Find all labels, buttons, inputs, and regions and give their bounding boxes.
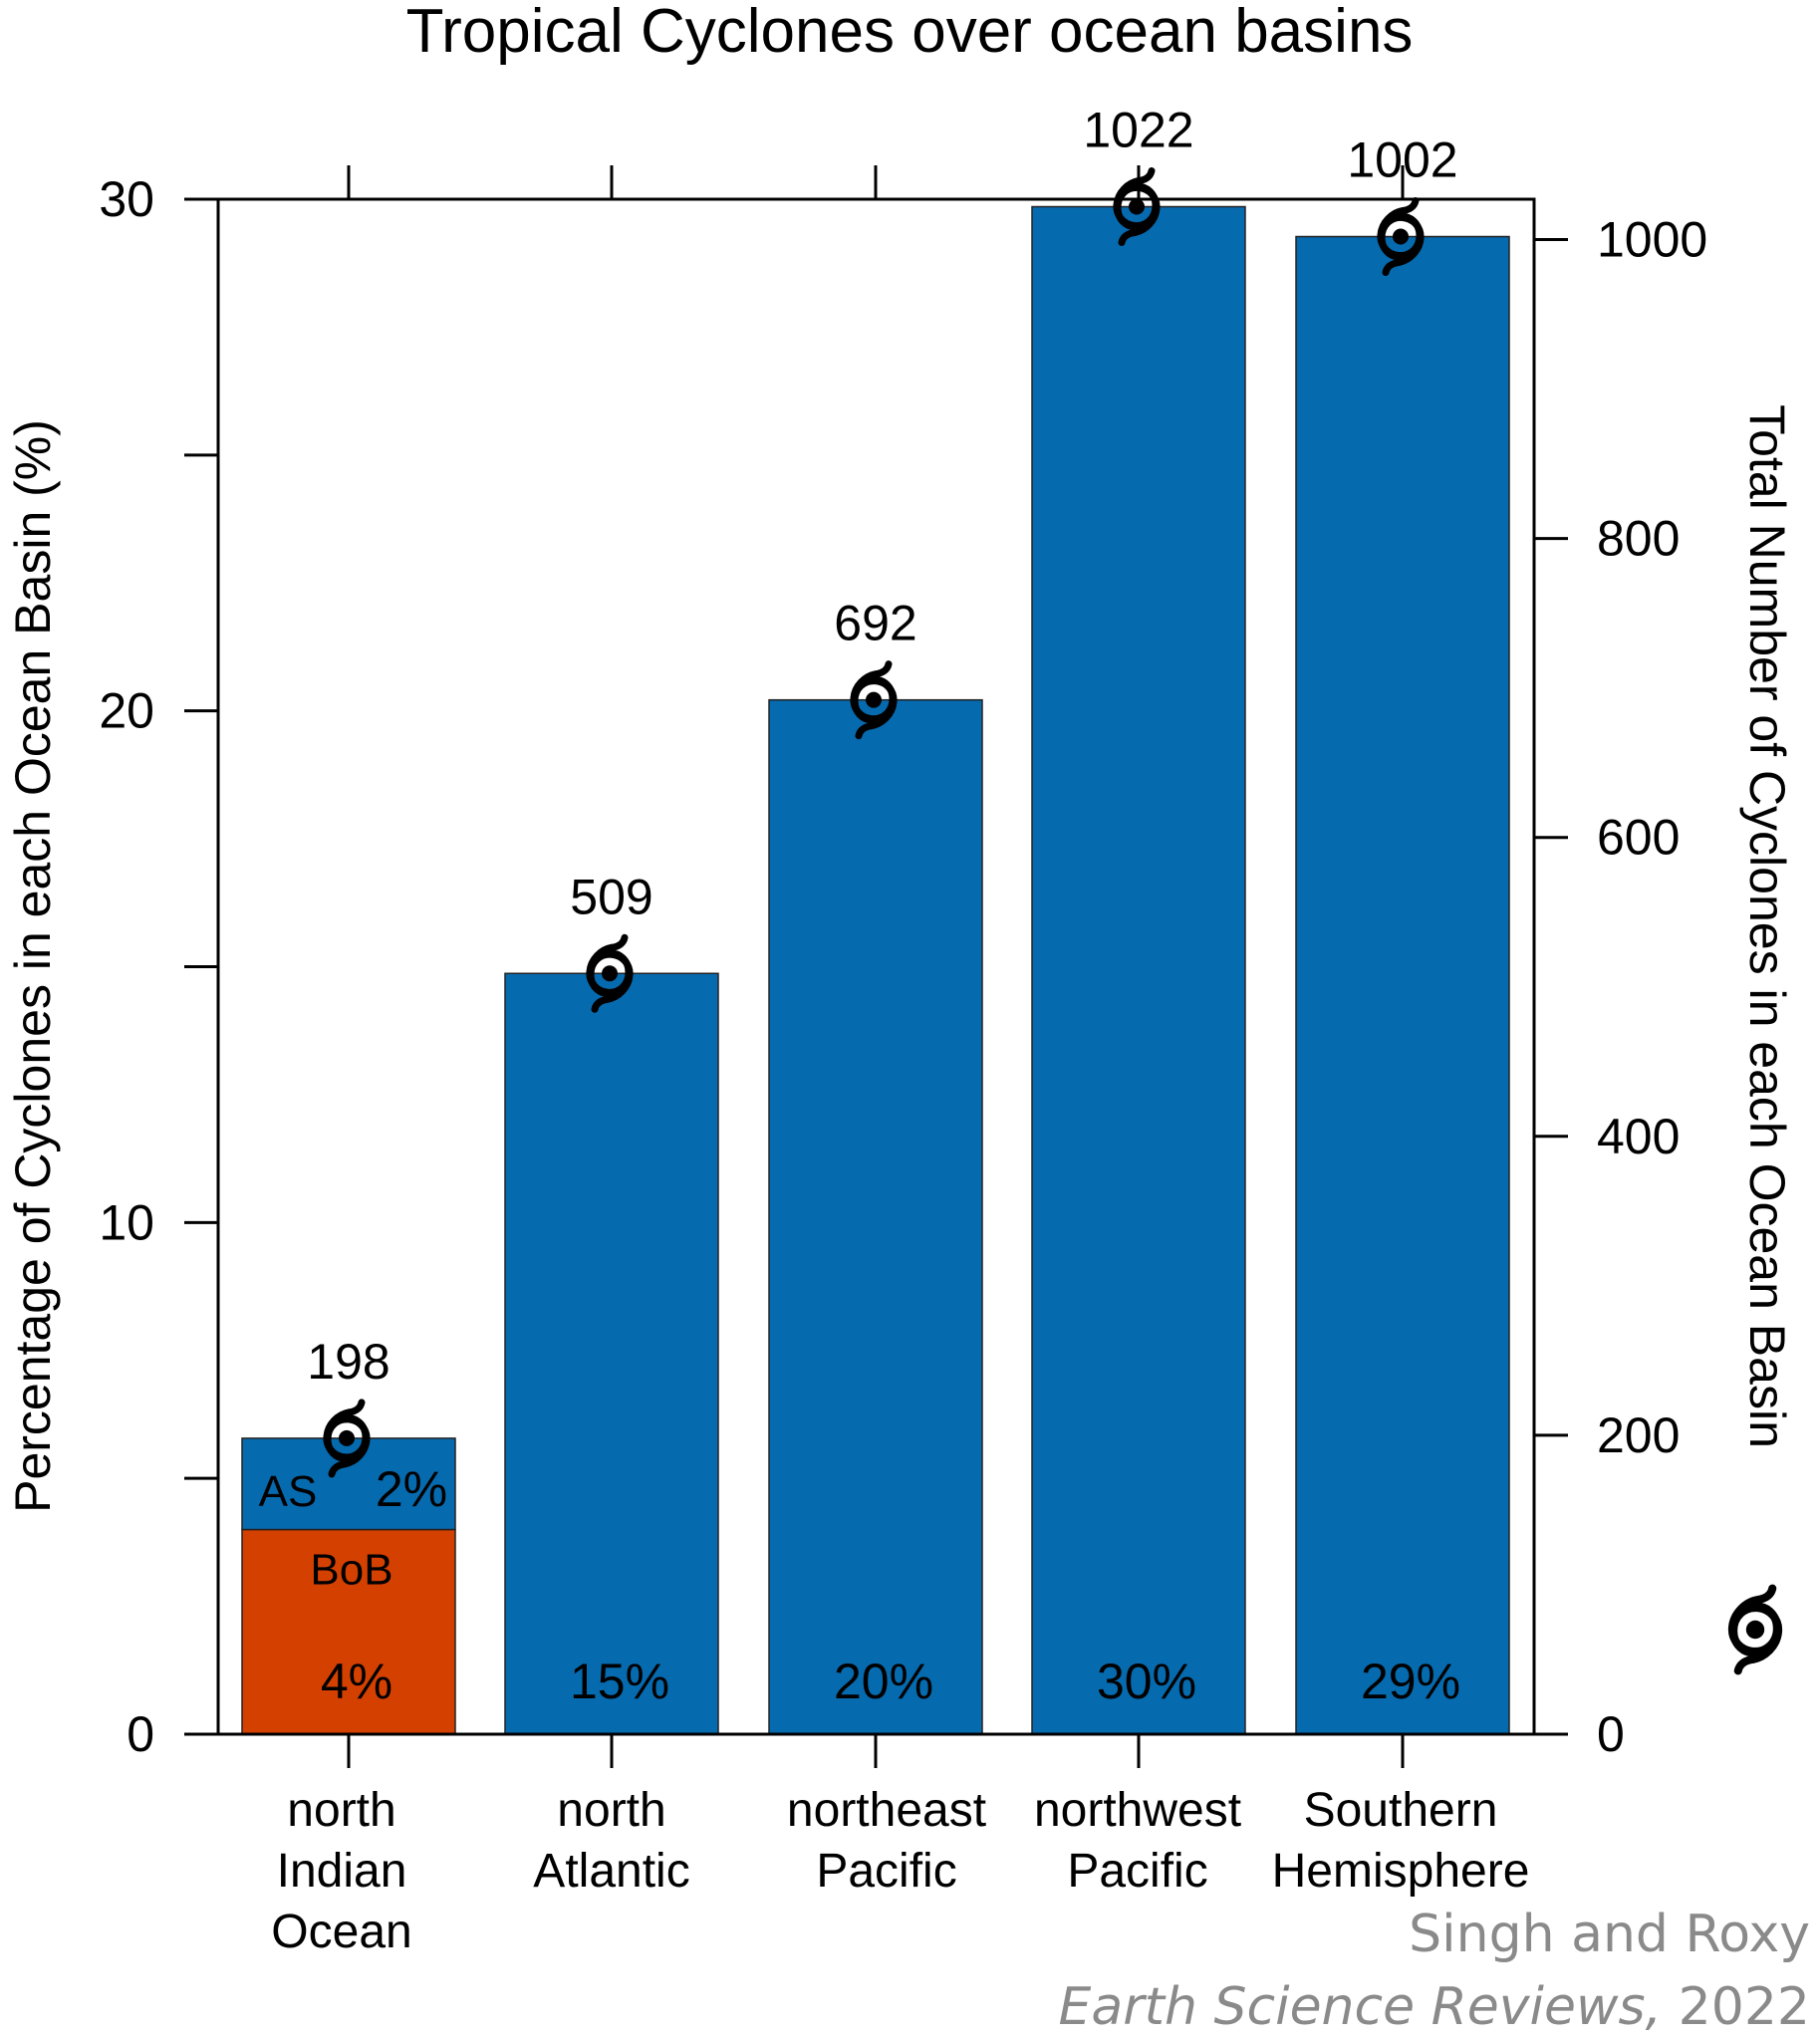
bar-percent-label: 29% xyxy=(1361,1654,1460,1709)
x-category-label: northwest xyxy=(1034,1784,1241,1837)
bar-percent-label: 30% xyxy=(1097,1654,1196,1709)
bar xyxy=(1295,235,1510,1735)
bar-percent-label: 15% xyxy=(570,1654,669,1709)
y-axis-title: Percentage of Cyclones in each Ocean Bas… xyxy=(5,419,61,1513)
y-tick-label: 20 xyxy=(99,683,154,739)
bar xyxy=(1031,205,1246,1735)
bar-percent-label: 4% xyxy=(321,1654,392,1709)
segment-label-as: AS xyxy=(259,1467,318,1516)
y-tick-label: 10 xyxy=(99,1194,154,1250)
segment-percent-as: 2% xyxy=(376,1461,447,1517)
credit-journal-name: Earth Science Reviews, xyxy=(1058,1977,1663,2037)
count-label: 198 xyxy=(307,1334,390,1390)
segment-label-bob: BoB xyxy=(310,1546,392,1595)
count-label: 692 xyxy=(834,596,916,651)
y2-tick-label: 600 xyxy=(1597,810,1680,866)
y2-tick-label: 1000 xyxy=(1597,212,1707,268)
y-tick-label: 0 xyxy=(127,1706,154,1762)
bar-segment-as xyxy=(241,1437,456,1531)
bars xyxy=(241,205,1510,1735)
credit-authors: Singh and Roxy xyxy=(1409,1905,1810,1964)
y2-tick-label: 800 xyxy=(1597,511,1680,567)
x-category-label: north xyxy=(557,1784,665,1837)
left-axis: 0 10 20 30 xyxy=(99,171,218,1762)
x-category-label: Pacific xyxy=(1067,1845,1207,1898)
chart-title: Tropical Cyclones over ocean basins xyxy=(406,0,1414,66)
legend-cyclone-icon xyxy=(1732,1589,1778,1671)
x-category-label: northeast xyxy=(787,1784,986,1837)
bar-percent-label: 20% xyxy=(834,1654,933,1709)
bar xyxy=(768,698,983,1735)
right-axis: 0 200 400 600 800 1000 xyxy=(1534,212,1707,1762)
x-category-label: Southern xyxy=(1304,1784,1498,1837)
y-tick-label: 30 xyxy=(99,171,154,227)
y2-axis-title: Total Number of Cyclones in each Ocean B… xyxy=(1739,404,1795,1448)
x-category-label: Atlantic xyxy=(533,1845,689,1898)
bar xyxy=(504,972,719,1735)
y2-tick-label: 400 xyxy=(1597,1109,1680,1164)
x-category-label: Ocean xyxy=(271,1906,411,1958)
x-category-label: Hemisphere xyxy=(1272,1845,1530,1898)
y2-tick-label: 0 xyxy=(1597,1706,1625,1762)
top-axis-ticks xyxy=(347,165,1405,1768)
credit-year: 2022 xyxy=(1678,1977,1810,2037)
bar-segment-bob xyxy=(241,1528,456,1735)
category-labels: north Indian Ocean north Atlantic northeast Pa… xyxy=(271,1784,1529,1958)
count-label: 509 xyxy=(570,869,652,924)
count-label: 1022 xyxy=(1083,103,1193,158)
x-category-label: Indian xyxy=(277,1845,407,1898)
y2-tick-label: 200 xyxy=(1597,1407,1680,1463)
x-category-label: Pacific xyxy=(816,1845,956,1898)
x-category-label: north xyxy=(287,1784,395,1837)
credit-journal: Earth Science Reviews, 2022 xyxy=(1059,1977,1810,2037)
